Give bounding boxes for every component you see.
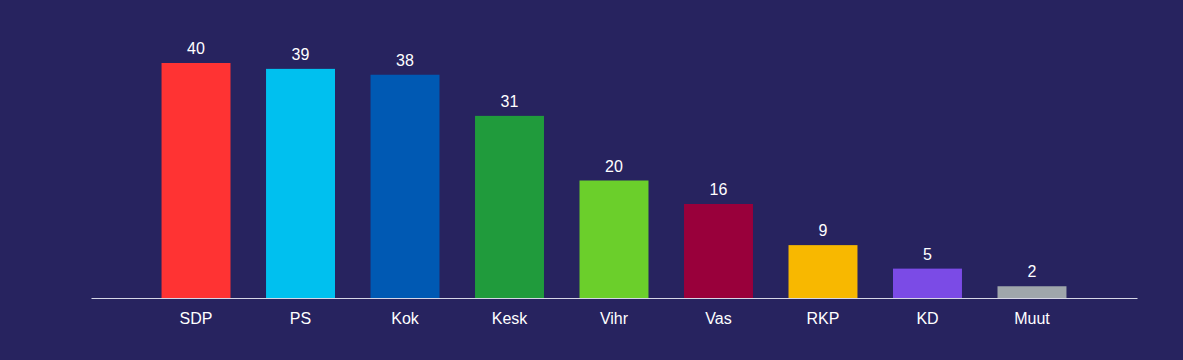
bar xyxy=(580,181,649,299)
bar xyxy=(684,204,753,298)
data-label: 2 xyxy=(1028,263,1037,280)
chart: 40 39 38 31 20 16 9 5 2 SDP PS Kok Kesk Vihr Vas RKP KD M… xyxy=(0,0,1183,360)
plot-area xyxy=(162,63,1067,298)
bar xyxy=(371,75,440,298)
x-tick: Kok xyxy=(391,310,420,327)
bar xyxy=(266,69,335,298)
data-label: 31 xyxy=(501,93,519,110)
x-tick-label: Kok xyxy=(391,310,420,327)
background xyxy=(0,0,1183,360)
bar xyxy=(475,116,544,298)
bar xyxy=(789,245,858,298)
bar xyxy=(893,269,962,298)
x-tick: KD xyxy=(916,310,938,327)
data-label: 38 xyxy=(396,52,414,69)
x-axis-line xyxy=(92,298,1138,299)
x-tick-label: Vihr xyxy=(600,310,629,327)
bar xyxy=(162,63,231,298)
data-label: 40 xyxy=(187,40,205,57)
x-tick-label: RKP xyxy=(807,310,840,327)
x-tick-label: SDP xyxy=(180,310,213,327)
x-tick: Muut xyxy=(1014,310,1050,327)
bar xyxy=(997,286,1066,298)
data-label: 9 xyxy=(819,222,828,239)
data-label: 20 xyxy=(605,158,623,175)
data-label: 16 xyxy=(710,181,728,198)
x-tick: PS xyxy=(290,310,311,327)
x-tick: SDP xyxy=(180,310,213,327)
x-tick: RKP xyxy=(807,310,840,327)
x-axis: SDP PS Kok Kesk Vihr Vas RKP KD Muut xyxy=(92,299,1138,328)
x-tick-label: KD xyxy=(916,310,938,327)
x-tick: Vas xyxy=(705,310,731,327)
data-labels: 40 39 38 31 20 16 9 5 2 xyxy=(187,40,1036,280)
x-tick-label: Muut xyxy=(1014,310,1050,327)
x-tick: Kesk xyxy=(492,310,529,327)
data-label: 5 xyxy=(923,246,932,263)
x-tick-label: PS xyxy=(290,310,311,327)
x-tick-label: Kesk xyxy=(492,310,529,327)
data-label: 39 xyxy=(292,46,310,63)
x-tick-label: Vas xyxy=(705,310,731,327)
x-tick: Vihr xyxy=(600,310,629,327)
